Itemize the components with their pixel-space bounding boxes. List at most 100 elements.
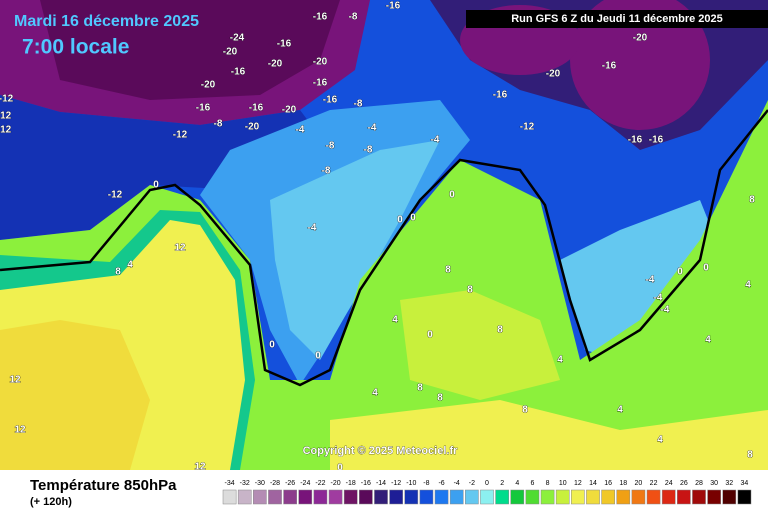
legend-tick-label: 34: [741, 480, 749, 487]
forecast-time: 7:00 locale: [22, 36, 129, 59]
legend-swatch: [434, 489, 449, 505]
contour-label: -20: [313, 57, 328, 68]
legend-swatch: [298, 489, 313, 505]
legend-tick-label: 8: [546, 480, 550, 487]
contour-label: -12: [0, 125, 12, 136]
legend-swatch: [343, 489, 358, 505]
warm-region: [0, 320, 150, 470]
contour-label: -8: [214, 119, 223, 130]
contour-label: 0: [677, 267, 683, 278]
legend-swatch: [359, 489, 373, 505]
legend-swatch: [555, 489, 570, 505]
contour-label: 8: [437, 393, 443, 404]
legend-swatch: [707, 489, 721, 505]
contour-label: -4: [661, 305, 670, 316]
contour-label: 8: [467, 285, 473, 296]
contour-label: 4: [617, 405, 623, 416]
legend-tick-label: 14: [589, 480, 597, 487]
legend-tick-label: -8: [423, 480, 429, 487]
contour-label: 0: [153, 180, 159, 191]
contour-label: -16: [493, 90, 508, 101]
contour-label: -4: [646, 275, 655, 286]
legend-swatch: [661, 489, 676, 505]
contour-label: -16: [628, 135, 643, 146]
contour-label: -4: [431, 135, 440, 146]
legend-tick-label: 0: [485, 480, 489, 487]
contour-label: 8: [445, 265, 451, 276]
legend-tick-label: 32: [725, 480, 733, 487]
contour-label: 0: [315, 351, 321, 362]
legend-tick-label: 12: [574, 480, 582, 487]
legend-swatch: [237, 489, 252, 505]
contour-label: -16: [231, 67, 246, 78]
contour-label: -8: [322, 166, 331, 177]
zero-isotherm: [0, 109, 768, 387]
contour-label: 12: [174, 243, 186, 254]
legend-tick-label: 2: [500, 480, 504, 487]
contour-label: 8: [115, 267, 121, 278]
legend-swatch: [495, 489, 509, 505]
legend-swatch: [283, 489, 297, 505]
contour-label: -12: [173, 130, 188, 141]
cold-core: [570, 0, 710, 130]
contour-label: -8: [354, 99, 363, 110]
legend-tick-label: 6: [530, 480, 534, 487]
contour-label: -4: [654, 293, 663, 304]
legend-tick-label: -34: [225, 480, 235, 487]
contour-label: -16: [323, 95, 338, 106]
contour-label: -4: [368, 123, 377, 134]
legend-tick-label: 28: [695, 480, 703, 487]
legend-swatch: [449, 489, 464, 505]
contour-label: -20: [546, 69, 561, 80]
legend-swatch: [222, 489, 237, 505]
contour-label: -20: [201, 80, 216, 91]
legend-swatch: [737, 489, 752, 505]
contour-label: 8: [747, 450, 753, 461]
contour-label: 4: [657, 435, 663, 446]
legend-swatch: [480, 489, 494, 505]
cold-band: [0, 95, 330, 240]
contour-label: 0: [337, 463, 343, 474]
contour-label: -16: [249, 103, 264, 114]
legend-swatch: [692, 489, 706, 505]
contour-label: -4: [296, 125, 305, 136]
contour-label: 0: [410, 213, 416, 224]
contour-label: 12: [194, 462, 206, 473]
legend-swatch: [677, 489, 691, 505]
legend-tick-label: -26: [285, 480, 295, 487]
contour-label: -20: [282, 105, 297, 116]
legend-swatch: [525, 489, 540, 505]
run-banner: [466, 10, 768, 28]
legend-tick-label: 20: [635, 480, 643, 487]
warm-region: [330, 400, 768, 470]
contour-label: -8: [364, 145, 373, 156]
legend-swatch: [328, 489, 343, 505]
copyright: Copyright © 2025 Meteociel.fr: [303, 445, 459, 457]
legend-swatch: [465, 489, 479, 505]
forecast-date: Mardi 16 décembre 2025: [14, 13, 199, 30]
contour-label: -16: [196, 103, 211, 114]
legend-tick-label: -12: [391, 480, 401, 487]
contour-label: -16: [386, 1, 401, 12]
contour-label: -8: [326, 141, 335, 152]
legend-tick-label: 30: [710, 480, 718, 487]
contour-label: 0: [703, 263, 709, 274]
lead-time: (+ 120h): [30, 496, 72, 508]
contour-label: -4: [308, 223, 317, 234]
contour-label: 4: [557, 355, 563, 366]
legend-tick-label: -22: [315, 480, 325, 487]
legend-tick-label: 22: [650, 480, 658, 487]
legend-tick-label: -14: [376, 480, 386, 487]
legend-swatch: [601, 489, 615, 505]
contour-label: -8: [349, 12, 358, 23]
mild-region: [400, 290, 560, 400]
legend-swatch: [404, 489, 419, 505]
contour-labels: -12-12-12-12-12-20-16-24-20-16-20-20-16-…: [0, 0, 756, 474]
contour-label: -12: [0, 111, 12, 122]
contour-label: 0: [427, 330, 433, 341]
contour-label: -20: [268, 59, 283, 70]
contour-label: 0: [397, 215, 403, 226]
legend-tick-label: 16: [604, 480, 612, 487]
legend-tick-label: -32: [240, 480, 250, 487]
